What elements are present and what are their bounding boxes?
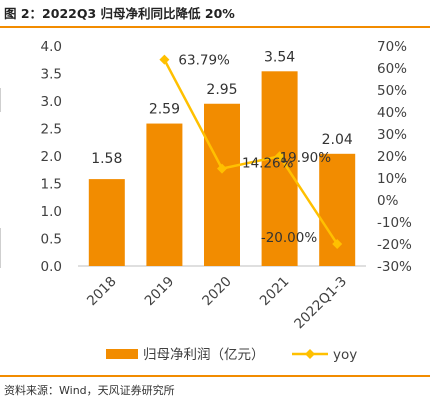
bar-value-label: 1.58 [91,151,122,167]
x-axis-tick-label: 2022Q1-3 [291,274,350,333]
bar-value-label: 2.59 [149,102,180,118]
yoy-value-label: 14.26% [242,156,294,172]
figure-title: 图 2：2022Q3 归母净利同比降低 20% [4,6,235,21]
left-axis-tick-label: 2.0 [41,149,62,165]
yoy-value-label: 63.79% [178,53,230,69]
source-rule [0,375,430,377]
x-axis-tick-label: 2020 [199,274,235,310]
yoy-point [159,54,170,65]
yoy-point [274,151,285,162]
left-axis-tick-label: 1.0 [41,204,62,220]
left-axis-tick-label: 4.0 [41,39,62,55]
legend-swatch-marker [305,349,315,359]
bar-2022Q1-3 [319,153,356,266]
right-axis-tick-label: 40% [377,105,407,121]
right-axis-tick-label: 30% [377,127,407,143]
yoy-point [332,239,343,249]
bar-2021 [261,71,298,266]
yoy-line [163,59,339,245]
left-axis-tick-label: 1.5 [41,177,62,193]
bar-value-label: 2.04 [322,132,353,148]
left-edge-mark [0,228,1,268]
x-axis-tick-label: 2021 [257,274,293,310]
left-axis-tick-label: 0.5 [41,232,62,248]
right-axis-tick-label: 70% [377,39,407,55]
right-axis-tick-label: 60% [377,61,407,77]
yoy-value-label: -20.00% [261,230,318,246]
bar-value-label: 2.95 [206,82,237,98]
title-rule [0,26,430,28]
x-axis-tick-label: 2019 [142,274,178,310]
legend-label-line: yoy [333,347,357,363]
legend-swatch-bar [106,349,138,359]
left-axis-tick-label: 3.0 [41,94,62,110]
source-note: 资料来源：Wind，天风证券研究所 [4,384,175,397]
bar-value-label: 3.54 [264,49,295,65]
yoy-value-label: 19.90% [280,150,332,166]
bar-2019 [146,123,183,266]
right-axis-tick-label: -20% [377,237,412,253]
right-axis-tick-label: 10% [377,171,407,187]
left-axis-tick-label: 3.5 [41,67,62,83]
chart: 0.0 0.5 1.0 1.5 2.0 2.5 3.0 3.5 4.0 -30% -20% -10% 0… [41,39,413,363]
bar-2020 [204,103,240,266]
left-edge-mark [0,88,1,112]
bar-2018 [88,179,125,266]
right-axis-tick-label: -10% [377,215,412,231]
right-axis-tick-label: -30% [377,259,412,275]
yoy-point [217,163,227,174]
right-axis-tick-label: 20% [377,149,407,165]
legend-label-bar: 归母净利润（亿元） [143,346,265,363]
left-axis-tick-label: 2.5 [41,122,62,138]
x-axis-tick-label: 2018 [84,274,120,310]
left-axis-tick-label: 0.0 [41,259,62,275]
right-axis-tick-label: 50% [377,83,407,99]
right-axis-tick-label: 0% [377,193,399,209]
